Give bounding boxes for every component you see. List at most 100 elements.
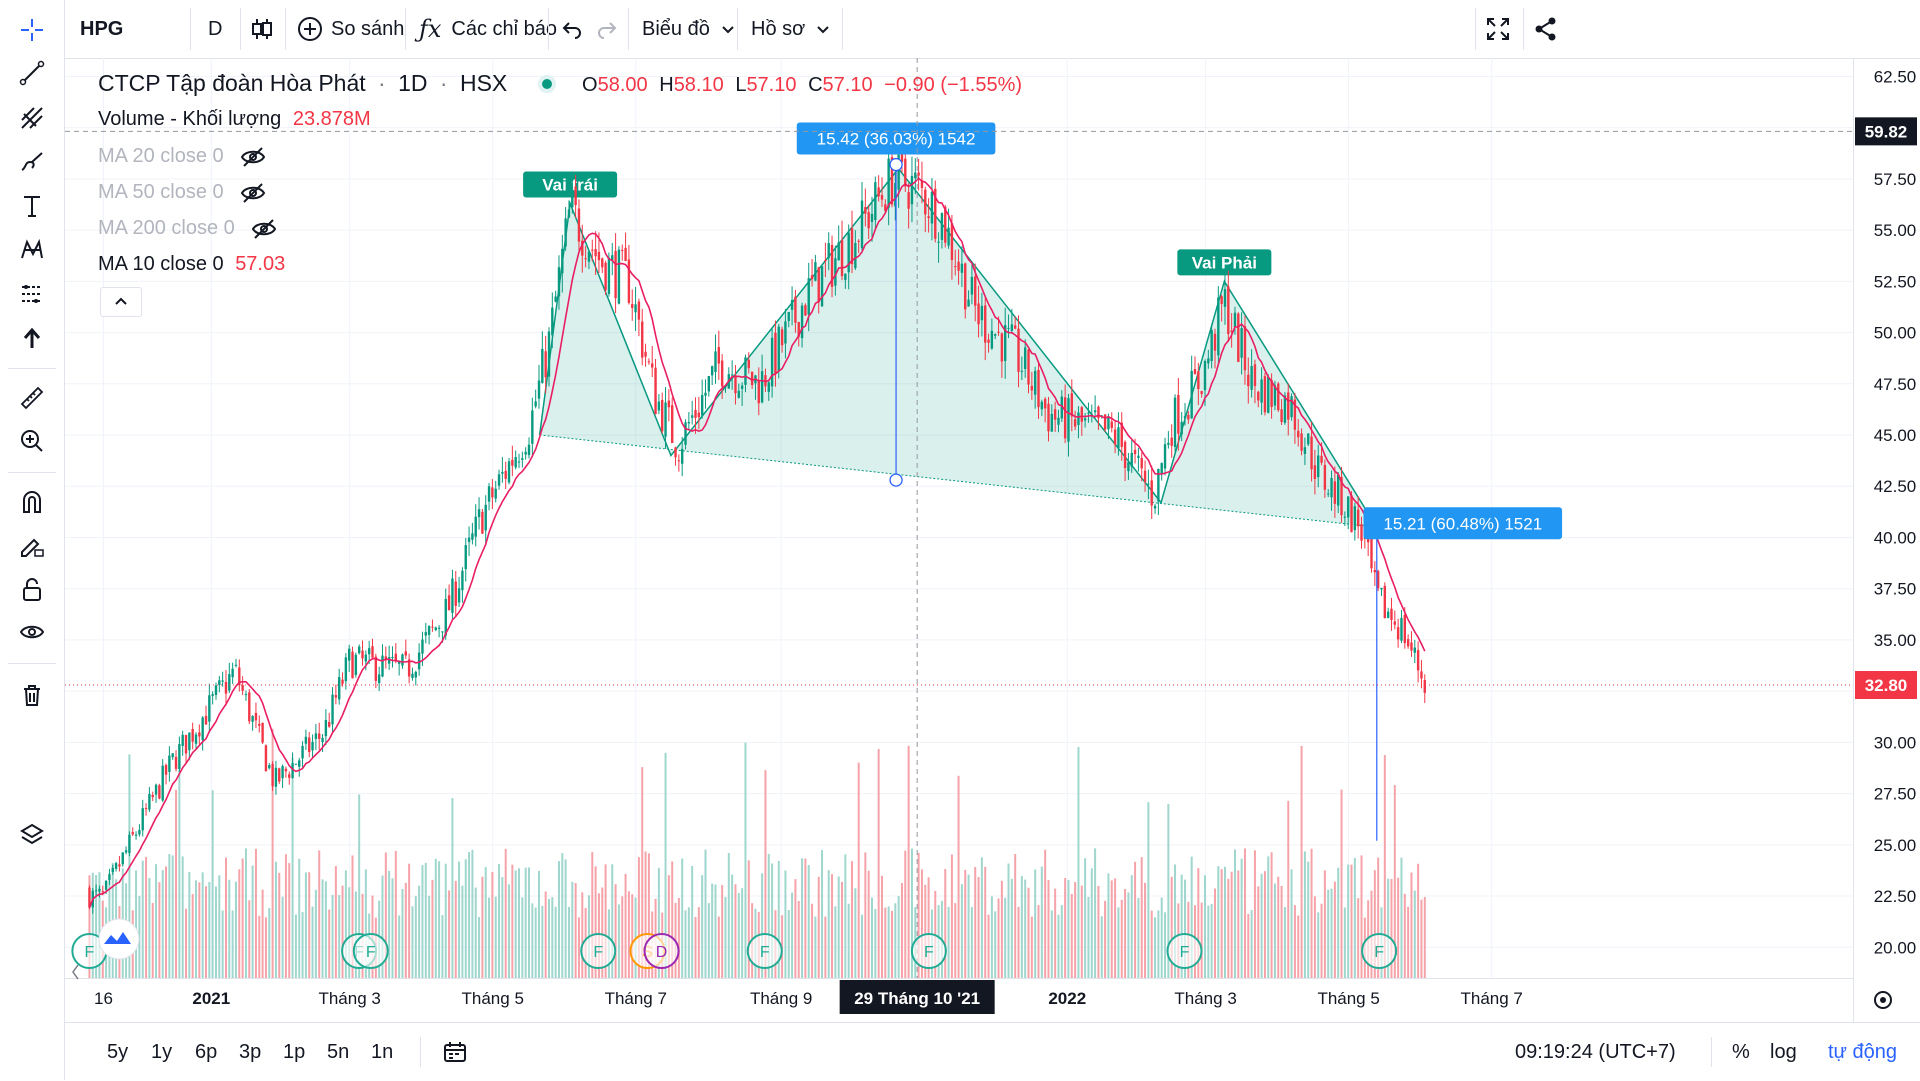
candle-body [1070,393,1073,417]
share-button[interactable] [1532,0,1560,58]
event-markers[interactable]: FFFFSDFFFF [71,933,1398,969]
go-to-date-button[interactable] [442,1023,468,1081]
volume-bar [404,882,407,978]
candle-body [654,367,657,415]
event-marker[interactable]: F [1361,933,1398,969]
chart-menu-button[interactable]: Biểu đồ [642,0,736,58]
trend-line-icon[interactable] [12,53,52,93]
volume-bar [721,885,724,978]
eye-crossed-icon[interactable] [239,146,267,168]
volume-bar [641,767,644,978]
layers-icon[interactable] [12,815,52,855]
candle-body [837,242,840,261]
interval-button[interactable]: D [208,0,222,58]
range-1d[interactable]: 1n [371,1040,394,1063]
ma20-legend[interactable]: MA 20 close 0 [98,145,267,168]
auto-scale-toggle[interactable]: tự động [1828,1040,1897,1063]
price-chart[interactable]: Vai trái Vai Phải 15.42 (36.03%) 1542 15.2… [0,0,1920,1022]
calendar-icon [444,1042,466,1062]
chart-settings-button[interactable] [1874,991,1892,1009]
zoom-in-icon[interactable] [12,421,52,461]
range-6m[interactable]: 6p [195,1040,218,1063]
pattern-icon[interactable] [12,230,52,270]
eye-crossed-icon[interactable] [250,218,278,240]
candle-body [690,415,694,418]
volume-bar [1180,874,1183,978]
volume-legend[interactable]: Volume - Khối lượng 23.878M [98,108,371,131]
candle-body [667,400,671,408]
event-marker[interactable]: F [1166,933,1203,969]
range-1m[interactable]: 1p [283,1040,306,1063]
crosshair-icon[interactable] [12,10,52,50]
head-and-shoulders-pattern[interactable]: Vai trái Vai Phải [523,167,1378,528]
candle-body [1004,325,1007,361]
volume-bar [224,857,227,978]
candle-body [564,218,567,247]
pitchfork-icon[interactable] [12,98,52,138]
compare-button[interactable]: So sánh [297,0,404,58]
collapse-toolbar-button[interactable] [72,964,79,980]
time-axis-border [65,978,1853,979]
ma10-legend[interactable]: MA 10 close 0 57.03 [98,253,285,276]
ma50-legend[interactable]: MA 50 close 0 [98,181,267,204]
candle-body [308,737,311,752]
logo-badge[interactable] [98,918,140,960]
price-axis[interactable]: 62.5060.0057.5055.0052.5050.0047.5045.00… [1855,67,1917,957]
range-5d[interactable]: 5n [327,1040,350,1063]
pattern-label: Vai trái [523,171,618,198]
arrow-up-icon[interactable] [12,318,52,358]
candle-body [730,374,734,376]
profile-menu-button[interactable]: Hồ sơ [751,0,831,58]
brush-icon[interactable] [12,142,52,182]
log-toggle[interactable]: log [1770,1040,1797,1063]
ma50-label: MA 50 close 0 [98,181,224,203]
volume-bar [1290,869,1293,978]
event-marker[interactable]: F [352,933,389,969]
measure-label-bg [1363,507,1563,540]
volume-bar [1054,888,1057,978]
event-marker[interactable]: F [71,933,108,969]
fullscreen-button[interactable] [1484,0,1512,58]
symbol-search[interactable]: HPG [80,0,123,58]
toolbar-divider [285,8,286,50]
time-axis[interactable]: 16 2021 Tháng 3 Tháng 5 Tháng 7 Tháng 9 2022 Th… [94,989,1523,1008]
event-marker[interactable]: D [643,933,680,969]
text-icon[interactable] [12,186,52,226]
candle-body [1213,333,1217,351]
percent-toggle[interactable]: % [1732,1040,1750,1063]
undo-button[interactable] [561,0,583,58]
event-marker[interactable]: F [910,933,947,969]
plus-circle-icon [298,17,322,41]
timezone-button[interactable]: 09:19:24 (UTC+7) [1515,1040,1676,1063]
candles-icon [252,19,272,39]
event-marker[interactable]: F [746,933,783,969]
range-1y[interactable]: 1y [151,1040,173,1063]
lock-drawing-icon[interactable] [12,526,52,566]
ma200-legend[interactable]: MA 200 close 0 [98,217,278,240]
prediction-icon[interactable] [12,274,52,314]
range-3m[interactable]: 3p [239,1040,262,1063]
candle-body [774,332,777,374]
candle-body [804,305,807,316]
event-marker[interactable]: F [580,933,617,969]
volume-bar [1357,898,1360,978]
market-status-icon[interactable] [537,75,556,93]
collapse-legend-button[interactable] [100,287,142,317]
indicators-button[interactable]: ƒx Các chỉ báo [419,0,557,58]
candle-body [174,756,178,769]
volume-bar [414,896,417,978]
range-5y[interactable]: 5y [107,1040,129,1063]
candle-body [1037,369,1040,408]
measurements[interactable]: 15.42 (36.03%) 1542 15.21 (60.48%) 1521 [796,122,1563,841]
trash-icon[interactable] [12,675,52,715]
candle-body [1013,325,1017,329]
magnet-icon[interactable] [12,482,52,522]
redo-button[interactable] [596,0,618,58]
chart-style-button[interactable] [250,0,274,58]
eye-crossed-icon[interactable] [239,182,267,204]
eye-icon[interactable] [12,612,52,652]
ruler-icon[interactable] [12,378,52,418]
lock-icon[interactable] [12,570,52,610]
volume-bar [1320,903,1323,978]
candle-body [328,722,331,727]
